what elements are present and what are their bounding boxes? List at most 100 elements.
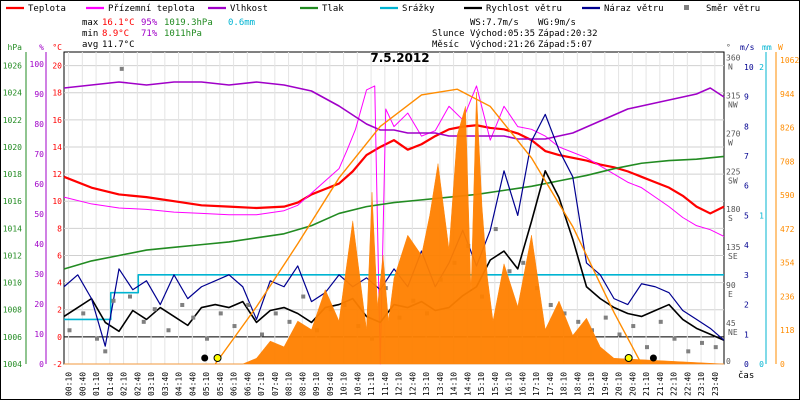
ms-tick-label: 3 [744, 271, 749, 280]
celsius-tick-label: 4 [57, 279, 62, 288]
x-tick-label: 17:10 [532, 372, 541, 396]
hpa-tick-label: 1020 [3, 143, 22, 152]
deg-tick-label: 315 [726, 91, 741, 100]
percent-tick-label: 50 [34, 210, 44, 219]
wind-direction-point [111, 298, 116, 303]
stat-max-hum: 95% [141, 18, 158, 28]
x-tick-label: 16:40 [518, 372, 527, 396]
wind-direction-point [631, 324, 636, 329]
celsius-tick-label: 12 [52, 170, 62, 179]
moonset-marker [201, 354, 209, 362]
watt-tick-label: 944 [780, 90, 795, 99]
hpa-tick-label: 1008 [3, 306, 22, 315]
legend-label: Vlhkost [230, 4, 268, 14]
x-tick-label: 05:40 [216, 372, 225, 396]
mm-tick-label: 1 [759, 211, 764, 220]
wind-direction-point [95, 336, 99, 341]
wind-direction-point [260, 332, 264, 337]
deg-tick-label: 45 [726, 319, 736, 328]
celsius-tick-label: 16 [52, 116, 62, 125]
sunrise-marker [213, 354, 222, 362]
x-tick-label: 03:10 [147, 372, 156, 396]
dir-tick-label: SE [728, 252, 738, 261]
x-tick-label: 18:40 [573, 372, 582, 396]
wind-direction-point [205, 336, 209, 341]
mm-tick-label: 0 [759, 360, 764, 369]
ms-tick-label: 7 [744, 152, 749, 161]
stat-max-label: max [82, 18, 99, 28]
x-tick-label: 00:10 [65, 372, 74, 396]
series-line-3 [63, 155, 725, 270]
watt-tick-label: 354 [780, 259, 795, 268]
solar-radiation-area [64, 92, 725, 365]
percent-tick-label: 80 [34, 120, 44, 129]
ms-tick-label: 8 [744, 122, 749, 131]
celsius-tick-label: 6 [57, 251, 62, 260]
info-mesic-vychod: Východ:21:26 [470, 40, 535, 50]
watt-tick-label: 472 [780, 225, 795, 234]
deg-tick-label: 225 [726, 167, 741, 176]
sunset-marker [624, 354, 633, 362]
hpa-tick-label: 1014 [3, 224, 22, 233]
ms-tick-label: 2 [744, 301, 749, 310]
wind-direction-point [562, 311, 567, 316]
x-tick-label: 23:40 [711, 372, 720, 396]
hpa-unit-label: hPa [8, 43, 23, 52]
percent-tick-label: 60 [34, 180, 44, 189]
wind-direction-point [180, 302, 185, 307]
percent-tick-label: 30 [34, 270, 44, 279]
celsius-tick-label: -2 [52, 360, 62, 369]
x-tick-label: 03:40 [161, 372, 170, 396]
x-tick-label: 15:40 [491, 372, 500, 396]
wind-direction-point [672, 336, 677, 341]
wind-direction-point [103, 349, 108, 354]
stat-min-label: min [82, 29, 98, 39]
hpa-tick-label: 1022 [3, 116, 22, 125]
ms-tick-label: 5 [744, 211, 749, 220]
deg-tick-label: 90 [726, 281, 736, 290]
info-slunce-vychod: Východ:05:35 [470, 29, 535, 39]
celsius-tick-label: 0 [57, 333, 62, 342]
x-tick-label: 23:10 [697, 372, 706, 396]
x-tick-label: 22:40 [683, 372, 692, 396]
stat-avg-label: avg [82, 40, 98, 50]
wind-direction-point [232, 324, 237, 329]
wind-direction-point [81, 311, 86, 316]
deg-unit-label: ° [726, 43, 731, 52]
x-tick-label: 19:10 [587, 372, 596, 396]
x-tick-label: 05:10 [202, 372, 211, 396]
deg-tick-label: 360 [726, 53, 741, 62]
x-tick-label: 18:10 [560, 372, 569, 396]
dir-tick-label: S [728, 214, 733, 223]
stat-max-press: 1019.3hPa [164, 18, 213, 28]
percent-tick-label: 0 [39, 360, 44, 369]
wind-direction-point [128, 294, 132, 299]
series-line-0 [63, 124, 725, 215]
x-tick-label: 02:10 [120, 372, 129, 396]
x-tick-label: 13:40 [436, 372, 445, 396]
ms-tick-label: 10 [744, 63, 754, 72]
x-tick-label: 07:40 [271, 372, 280, 396]
x-tick-label: 10:40 [353, 372, 362, 396]
hpa-tick-label: 1004 [3, 360, 22, 369]
wind-direction-point [686, 349, 691, 354]
legend-label: Srážky [402, 4, 435, 14]
x-tick-label: 15:10 [477, 372, 486, 396]
stat-min-hum: 71% [141, 29, 158, 39]
mm-unit-label: mm [762, 43, 772, 52]
legend-label: Přízemní teplota [108, 4, 195, 14]
ms-tick-label: 4 [744, 241, 749, 250]
legend-label: Teplota [28, 4, 66, 14]
celsius-tick-label: 18 [52, 89, 62, 98]
x-tick-label: 13:10 [422, 372, 431, 396]
x-tick-label: 06:10 [230, 372, 239, 396]
chart-title: 7.5.2012 [370, 51, 429, 65]
x-tick-label: 12:10 [395, 372, 404, 396]
legend-swatch [684, 5, 689, 10]
theoretical-radiation-curve [214, 88, 643, 365]
wind-direction-point [713, 345, 718, 350]
wind-direction-point [152, 307, 157, 312]
x-tick-label: 09:40 [326, 372, 335, 396]
